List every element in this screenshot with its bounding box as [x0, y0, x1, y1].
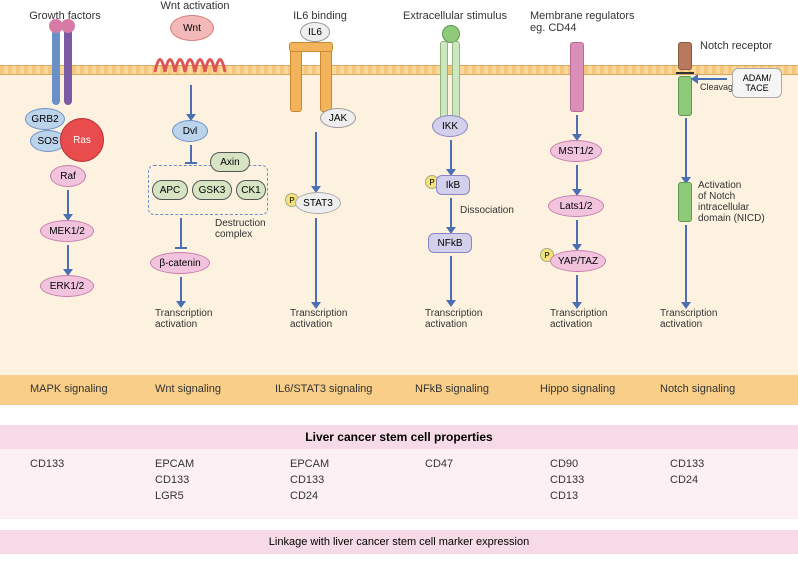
node-ck1: CK1 [236, 180, 266, 200]
node-yap: YAP/TAZ [550, 250, 606, 272]
label-nicd: Activation of Notch intracellular domain… [698, 180, 778, 224]
arrow [685, 118, 687, 178]
label-membrane-reg: Membrane regulators eg. CD44 [530, 10, 650, 34]
node-grb2: GRB2 [25, 108, 65, 130]
wnt-ligand: Wnt [170, 15, 214, 41]
node-gsk3: GSK3 [192, 180, 232, 200]
signaling-diagram: Growth factors Wnt activation IL6 bindin… [0, 0, 798, 573]
csc-mapk: CD133 [30, 456, 64, 472]
arrow [315, 132, 317, 187]
csc-nfkb: CD47 [425, 456, 453, 472]
label-notch-receptor: Notch receptor [700, 40, 790, 52]
label-wnt-activation: Wnt activation [150, 0, 240, 12]
node-mek: MEK1/2 [40, 220, 94, 242]
node-lats: Lats1/2 [548, 195, 604, 217]
inhibit [190, 145, 192, 163]
label-extracellular: Extracellular stimulus [395, 10, 515, 22]
arrow [67, 190, 69, 215]
arrow [576, 165, 578, 190]
arrow [576, 220, 578, 245]
arrow [190, 85, 192, 115]
node-apc: APC [152, 180, 188, 200]
ta-stat3: Transcription activation [290, 308, 347, 330]
csc-notch: CD133 CD24 [670, 456, 704, 488]
pathway-hippo: Hippo signaling [540, 383, 615, 395]
pathway-nfkb: NFkB signaling [415, 383, 489, 395]
csc-header: Liver cancer stem cell properties [0, 425, 798, 449]
cd44-receptor [570, 42, 584, 112]
pathway-il6: IL6/STAT3 signaling [275, 383, 372, 395]
arrow [685, 225, 687, 303]
cleavage-arrow [697, 78, 727, 80]
ta-hippo: Transcription activation [550, 308, 607, 330]
node-ikb: IkB [436, 175, 470, 195]
arrow [315, 218, 317, 303]
arrow [576, 115, 578, 135]
node-raf: Raf [50, 165, 86, 187]
node-mst: MST1/2 [550, 140, 602, 162]
node-ras: Ras [60, 118, 104, 162]
pathway-wnt: Wnt signaling [155, 383, 221, 395]
node-bcatenin: β-catenin [150, 252, 210, 274]
node-dvl: Dvl [172, 120, 208, 142]
arrow [67, 245, 69, 270]
inhibit [180, 218, 182, 248]
csc-hippo: CD90 CD133 CD13 [550, 456, 584, 504]
label-destruction: Destruction complex [215, 218, 266, 240]
arrow [576, 275, 578, 303]
node-stat3: STAT3 [295, 192, 341, 214]
arrow [450, 198, 452, 228]
pathway-mapk: MAPK signaling [30, 383, 108, 395]
arrow [180, 277, 182, 302]
arrow [450, 140, 452, 170]
label-il6-binding: IL6 binding [280, 10, 360, 22]
node-axin: Axin [210, 152, 250, 172]
nicd-shape [678, 182, 692, 222]
csc-il6: EPCAM CD133 CD24 [290, 456, 329, 504]
linkage-footer: Linkage with liver cancer stem cell mark… [0, 530, 798, 554]
frizzled-receptor [150, 42, 230, 82]
node-adam-tace: ADAM/ TACE [732, 68, 782, 98]
node-nfkb: NFkB [428, 233, 472, 253]
il6-ligand: IL6 [300, 22, 330, 42]
pathway-notch: Notch signaling [660, 383, 735, 395]
node-ikk: IKK [432, 115, 468, 137]
label-dissoc: Dissociation [460, 205, 514, 216]
node-jak: JAK [320, 108, 356, 128]
node-erk: ERK1/2 [40, 275, 94, 297]
arrow [450, 256, 452, 301]
csc-wnt: EPCAM CD133 LGR5 [155, 456, 194, 504]
ta-wnt: Transcription activation [155, 308, 212, 330]
ta-notch: Transcription activation [660, 308, 717, 330]
ta-nfkb: Transcription activation [425, 308, 482, 330]
